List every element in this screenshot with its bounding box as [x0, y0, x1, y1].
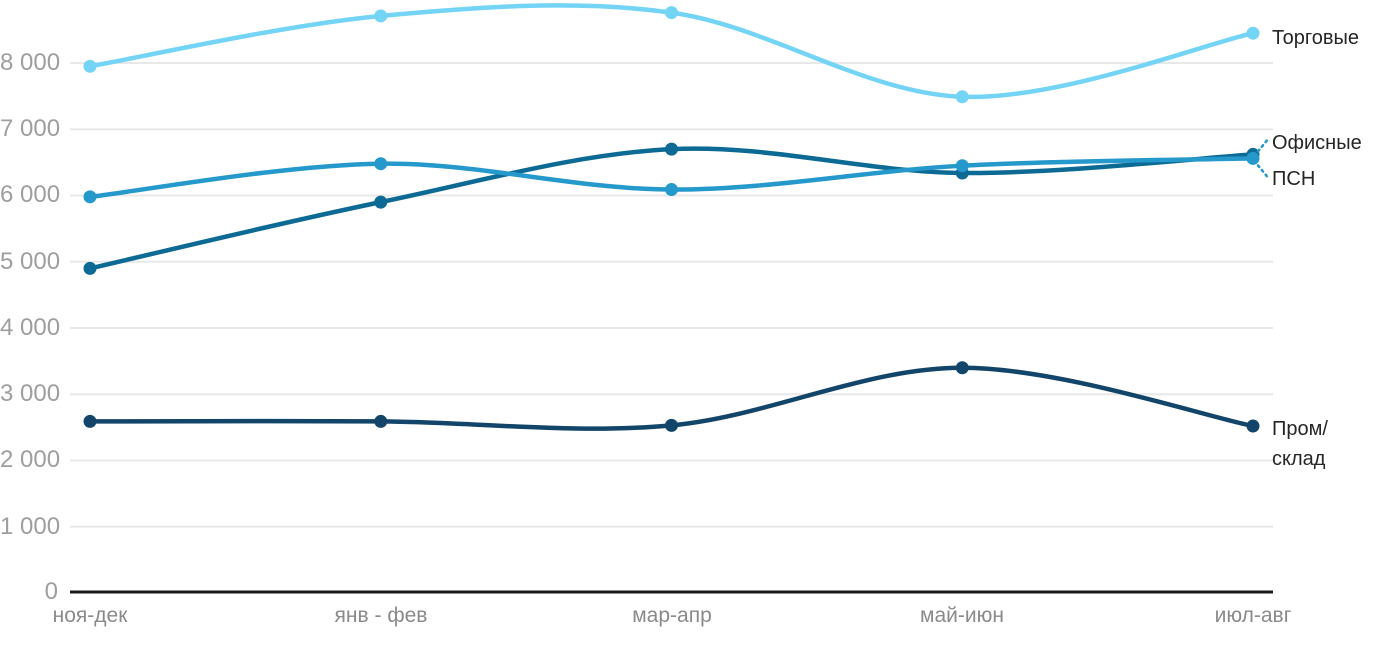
x-axis-tick-label: ноя-дек: [52, 604, 128, 627]
data-point: [1246, 419, 1260, 433]
data-point: [665, 142, 678, 156]
data-point: [665, 183, 678, 197]
data-point: [665, 418, 678, 432]
series-label-torgovye: Торговые: [1272, 27, 1360, 49]
series-label-prom-sklad: Пром/ склад: [1272, 414, 1328, 474]
y-axis-tick-label: 1 000: [0, 513, 61, 540]
series-label-prom-line2: склад: [1272, 448, 1326, 470]
data-point: [1246, 26, 1260, 40]
x-axis-tick-label: май-июн: [920, 604, 1004, 627]
data-point: [374, 195, 388, 209]
y-axis-tick-label: 6 000: [0, 181, 61, 208]
data-point: [83, 414, 97, 428]
series-label-psn: ПСН: [1272, 168, 1316, 190]
data-point: [83, 261, 97, 275]
data-point: [83, 190, 97, 204]
x-axis-tick-label: янв - фев: [334, 604, 428, 627]
series-label-ofisnye: Офисные: [1272, 132, 1362, 154]
label-connector: [1256, 164, 1269, 178]
data-point: [374, 414, 388, 428]
data-point: [374, 9, 388, 23]
data-point: [955, 159, 969, 173]
series-label-prom-line1: Пром/: [1272, 418, 1328, 440]
label-connector: [1256, 139, 1269, 153]
y-axis-tick-label: 8 000: [0, 49, 61, 76]
x-axis-tick-label: июл-авг: [1214, 604, 1292, 627]
y-axis-tick-label: 3 000: [0, 380, 61, 407]
y-axis-tick-label: 7 000: [0, 115, 61, 142]
y-axis-tick-label: 0: [44, 578, 58, 605]
data-point: [1246, 151, 1260, 165]
x-axis-tick-label: мар-апр: [632, 604, 712, 627]
y-axis-tick-label: 5 000: [0, 248, 61, 275]
series-line: [87, 146, 1256, 271]
data-point: [665, 6, 678, 20]
y-axis-tick-label: 2 000: [0, 446, 61, 473]
data-point: [83, 59, 97, 73]
data-point: [955, 90, 969, 104]
y-axis-tick-label: 4 000: [0, 314, 61, 341]
data-point: [374, 157, 388, 171]
data-point: [955, 361, 969, 375]
